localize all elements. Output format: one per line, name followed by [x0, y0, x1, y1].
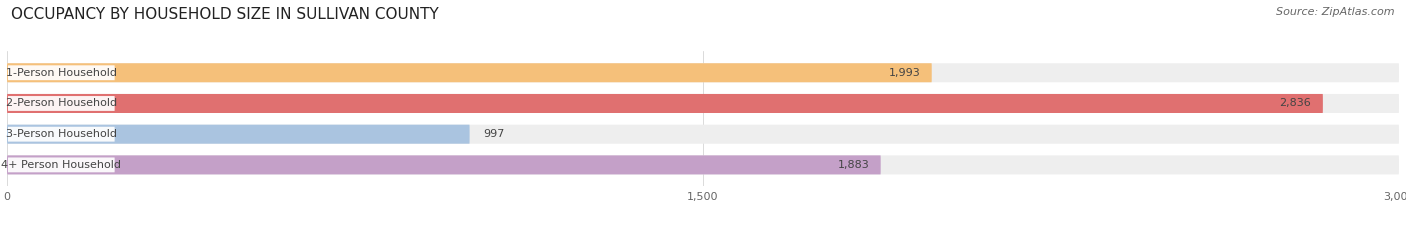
- Text: 997: 997: [484, 129, 505, 139]
- Text: 2-Person Household: 2-Person Household: [6, 99, 117, 109]
- Text: 2,836: 2,836: [1279, 99, 1312, 109]
- FancyBboxPatch shape: [7, 63, 1399, 82]
- FancyBboxPatch shape: [7, 94, 1323, 113]
- FancyBboxPatch shape: [8, 127, 115, 142]
- Text: 4+ Person Household: 4+ Person Household: [1, 160, 121, 170]
- Text: 1,993: 1,993: [889, 68, 920, 78]
- FancyBboxPatch shape: [7, 155, 1399, 175]
- FancyBboxPatch shape: [7, 155, 880, 175]
- FancyBboxPatch shape: [7, 125, 1399, 144]
- FancyBboxPatch shape: [8, 96, 115, 111]
- FancyBboxPatch shape: [7, 63, 932, 82]
- Text: 3-Person Household: 3-Person Household: [6, 129, 117, 139]
- Text: OCCUPANCY BY HOUSEHOLD SIZE IN SULLIVAN COUNTY: OCCUPANCY BY HOUSEHOLD SIZE IN SULLIVAN …: [11, 7, 439, 22]
- FancyBboxPatch shape: [8, 65, 115, 80]
- Text: Source: ZipAtlas.com: Source: ZipAtlas.com: [1277, 7, 1395, 17]
- Text: 1-Person Household: 1-Person Household: [6, 68, 117, 78]
- FancyBboxPatch shape: [7, 94, 1399, 113]
- FancyBboxPatch shape: [8, 158, 115, 172]
- Text: 1,883: 1,883: [838, 160, 869, 170]
- FancyBboxPatch shape: [7, 125, 470, 144]
